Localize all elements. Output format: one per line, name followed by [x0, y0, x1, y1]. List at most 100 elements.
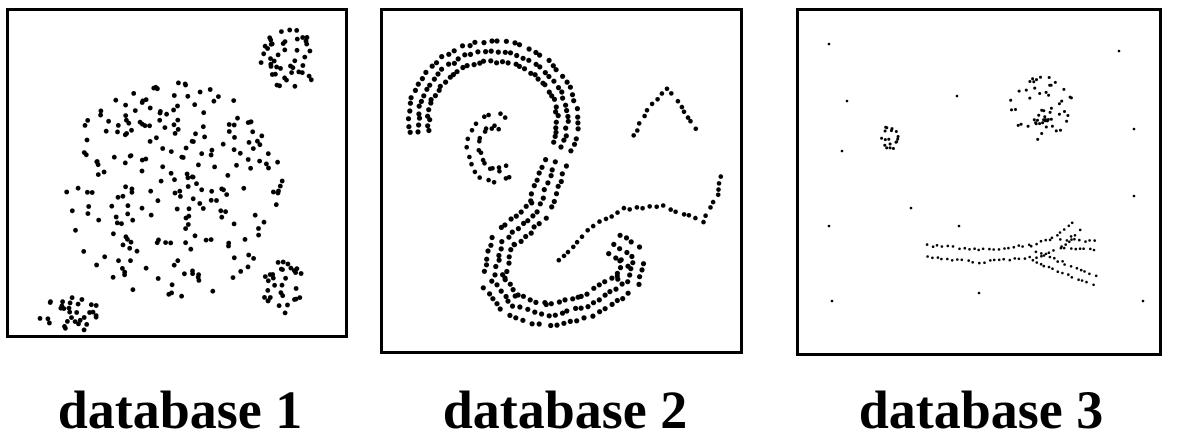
cluster-dot — [611, 241, 617, 247]
cluster-dot — [563, 163, 569, 169]
cluster-dot — [895, 140, 899, 144]
cluster-dot — [224, 192, 230, 198]
cluster-dot — [543, 157, 549, 163]
cluster-dot — [534, 177, 540, 183]
cluster-dot — [1053, 256, 1056, 260]
cluster-dot — [174, 206, 180, 212]
cluster-dot — [284, 77, 289, 83]
cluster-dot — [122, 132, 128, 138]
cluster-dot — [415, 129, 421, 135]
cluster-dot — [1045, 119, 1049, 123]
cluster-dot — [294, 28, 300, 33]
cluster-dot — [553, 129, 559, 135]
cluster-dot — [483, 262, 490, 268]
cluster-dot — [625, 263, 631, 269]
cluster-dot — [668, 207, 673, 212]
cluster-dot — [298, 271, 304, 276]
cluster-dot — [451, 48, 457, 54]
cluster-dot — [143, 265, 149, 271]
cluster-dot — [192, 102, 198, 108]
cluster-dot — [968, 248, 971, 251]
cluster-dot — [1088, 239, 1091, 242]
cluster-dot — [171, 122, 177, 128]
cluster-dot — [571, 98, 577, 104]
cluster-dot — [603, 216, 609, 222]
cluster-dot — [636, 244, 643, 250]
database-2-plot — [405, 38, 724, 329]
cluster-dot — [634, 205, 640, 210]
cluster-dot — [471, 62, 477, 68]
cluster-dot — [1036, 118, 1039, 122]
cluster-dot — [958, 247, 961, 251]
noise-dot — [1141, 299, 1145, 303]
cluster-dot — [208, 152, 214, 158]
cluster-dot — [73, 227, 78, 233]
cluster-dot — [540, 195, 546, 201]
cluster-dot — [274, 64, 279, 70]
cluster-dot — [546, 89, 552, 95]
cluster-dot — [89, 190, 95, 195]
cluster-dot — [1056, 234, 1059, 237]
cluster-dot — [499, 239, 505, 245]
cluster-dot — [988, 247, 991, 251]
cluster-dot — [289, 70, 294, 75]
cluster-dot — [614, 270, 620, 276]
cluster-dot — [546, 313, 552, 319]
cluster-dot — [160, 164, 166, 170]
cluster-dot — [155, 276, 161, 281]
cluster-dot — [276, 303, 282, 309]
cluster-dot — [1062, 87, 1066, 91]
cluster-dot — [619, 281, 625, 287]
cluster-dot — [887, 137, 891, 141]
cluster-dot — [502, 277, 508, 283]
cluster-dot — [508, 247, 514, 253]
cluster-dot — [1040, 132, 1044, 135]
cluster-dot — [997, 248, 1001, 251]
cluster-dot — [1032, 118, 1036, 122]
cluster-dot — [556, 299, 562, 305]
cluster-dot — [625, 279, 631, 285]
cluster-dot — [125, 211, 131, 217]
cluster-dot — [973, 247, 976, 250]
cluster-dot — [269, 72, 275, 77]
cluster-dot — [1094, 274, 1098, 278]
cluster-dot — [199, 187, 205, 193]
cluster-dot — [129, 189, 135, 195]
cluster-dot — [1017, 244, 1021, 247]
cluster-dot — [1064, 243, 1067, 246]
cluster-dot — [505, 298, 511, 304]
cluster-dot — [110, 274, 116, 280]
cluster-dot — [1069, 265, 1073, 268]
cluster-dot — [573, 136, 579, 142]
cluster-dot — [196, 162, 201, 168]
cluster-dot — [536, 321, 542, 327]
cluster-dot — [67, 309, 73, 315]
cluster-dot — [81, 249, 87, 254]
cluster-dot — [565, 113, 571, 120]
cluster-dot — [255, 138, 260, 144]
cluster-dot — [188, 246, 194, 252]
cluster-dot — [421, 93, 427, 99]
cluster-dot — [218, 208, 224, 214]
cluster-dot — [139, 168, 145, 174]
cluster-dot — [542, 82, 548, 88]
cluster-dot — [880, 136, 884, 140]
cluster-dot — [591, 285, 597, 291]
cluster-dot — [550, 63, 556, 69]
cluster-dot — [498, 111, 503, 116]
cluster-dot — [536, 221, 542, 227]
cluster-dot — [1059, 128, 1062, 132]
cluster-dot — [555, 183, 561, 189]
cluster-dot — [225, 173, 231, 178]
cluster-dot — [467, 51, 474, 58]
cluster-dot — [431, 76, 437, 82]
cluster-dot — [896, 137, 900, 141]
cluster-dot — [1082, 247, 1085, 250]
cluster-dot — [168, 149, 174, 155]
cluster-dot — [574, 239, 580, 245]
cluster-dot — [496, 126, 501, 132]
cluster-dot — [190, 271, 196, 277]
cluster-dot — [81, 327, 87, 333]
cluster-dot — [178, 194, 183, 199]
cluster-dot — [451, 60, 457, 66]
